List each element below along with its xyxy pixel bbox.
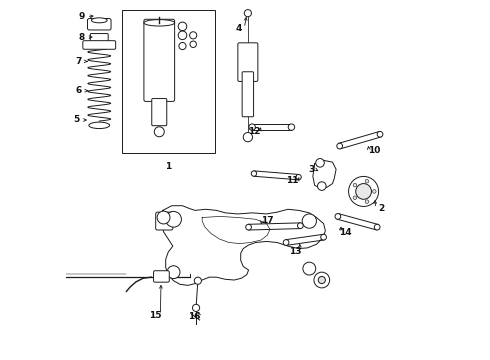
FancyBboxPatch shape [156, 212, 173, 230]
Circle shape [190, 32, 197, 39]
FancyBboxPatch shape [238, 43, 258, 81]
Text: 14: 14 [340, 228, 352, 237]
Text: 10: 10 [368, 146, 381, 155]
Polygon shape [313, 160, 336, 188]
Text: 6: 6 [76, 86, 82, 95]
Circle shape [190, 41, 196, 48]
Text: 13: 13 [289, 247, 301, 256]
Text: 5: 5 [74, 116, 79, 125]
Circle shape [167, 266, 180, 279]
Circle shape [377, 131, 383, 137]
Text: 8: 8 [78, 33, 84, 42]
Circle shape [318, 276, 325, 284]
FancyBboxPatch shape [152, 99, 167, 126]
Circle shape [178, 31, 187, 40]
Ellipse shape [89, 122, 110, 129]
Text: 7: 7 [75, 57, 82, 66]
Circle shape [353, 183, 357, 187]
Circle shape [318, 182, 326, 190]
Circle shape [179, 42, 186, 50]
Circle shape [296, 175, 301, 180]
Circle shape [353, 196, 357, 199]
Circle shape [245, 224, 251, 230]
Circle shape [316, 158, 324, 167]
FancyBboxPatch shape [83, 41, 116, 49]
Circle shape [283, 240, 289, 246]
Text: 15: 15 [149, 311, 161, 320]
Ellipse shape [92, 18, 107, 23]
Polygon shape [162, 206, 325, 285]
Circle shape [365, 200, 368, 203]
Text: 17: 17 [261, 216, 274, 225]
Text: 4: 4 [236, 24, 242, 33]
Circle shape [245, 10, 251, 17]
Circle shape [251, 171, 257, 176]
Circle shape [178, 22, 187, 31]
Text: 12: 12 [247, 127, 260, 136]
Circle shape [166, 211, 181, 227]
Circle shape [321, 234, 326, 240]
Bar [122, 10, 215, 153]
Circle shape [193, 304, 199, 311]
Text: 9: 9 [78, 12, 85, 21]
FancyBboxPatch shape [153, 271, 169, 282]
Circle shape [249, 124, 255, 130]
Text: 1: 1 [165, 162, 172, 171]
FancyBboxPatch shape [242, 72, 253, 117]
Circle shape [297, 223, 303, 229]
Circle shape [337, 143, 343, 149]
Circle shape [314, 272, 330, 288]
Circle shape [348, 176, 379, 206]
Text: 11: 11 [286, 176, 298, 185]
FancyBboxPatch shape [90, 33, 108, 41]
Circle shape [303, 262, 316, 275]
Circle shape [154, 127, 164, 137]
FancyBboxPatch shape [88, 18, 111, 30]
Circle shape [365, 179, 368, 183]
Circle shape [157, 211, 170, 224]
Ellipse shape [144, 19, 174, 26]
FancyBboxPatch shape [144, 19, 174, 102]
Circle shape [372, 190, 376, 193]
Text: 16: 16 [188, 312, 200, 321]
Circle shape [302, 214, 317, 228]
Circle shape [194, 277, 201, 284]
Text: 2: 2 [378, 204, 385, 213]
Circle shape [335, 213, 341, 219]
Text: 3: 3 [308, 166, 314, 175]
Circle shape [374, 224, 380, 230]
Circle shape [288, 124, 294, 130]
Circle shape [243, 132, 252, 142]
Circle shape [356, 184, 371, 199]
